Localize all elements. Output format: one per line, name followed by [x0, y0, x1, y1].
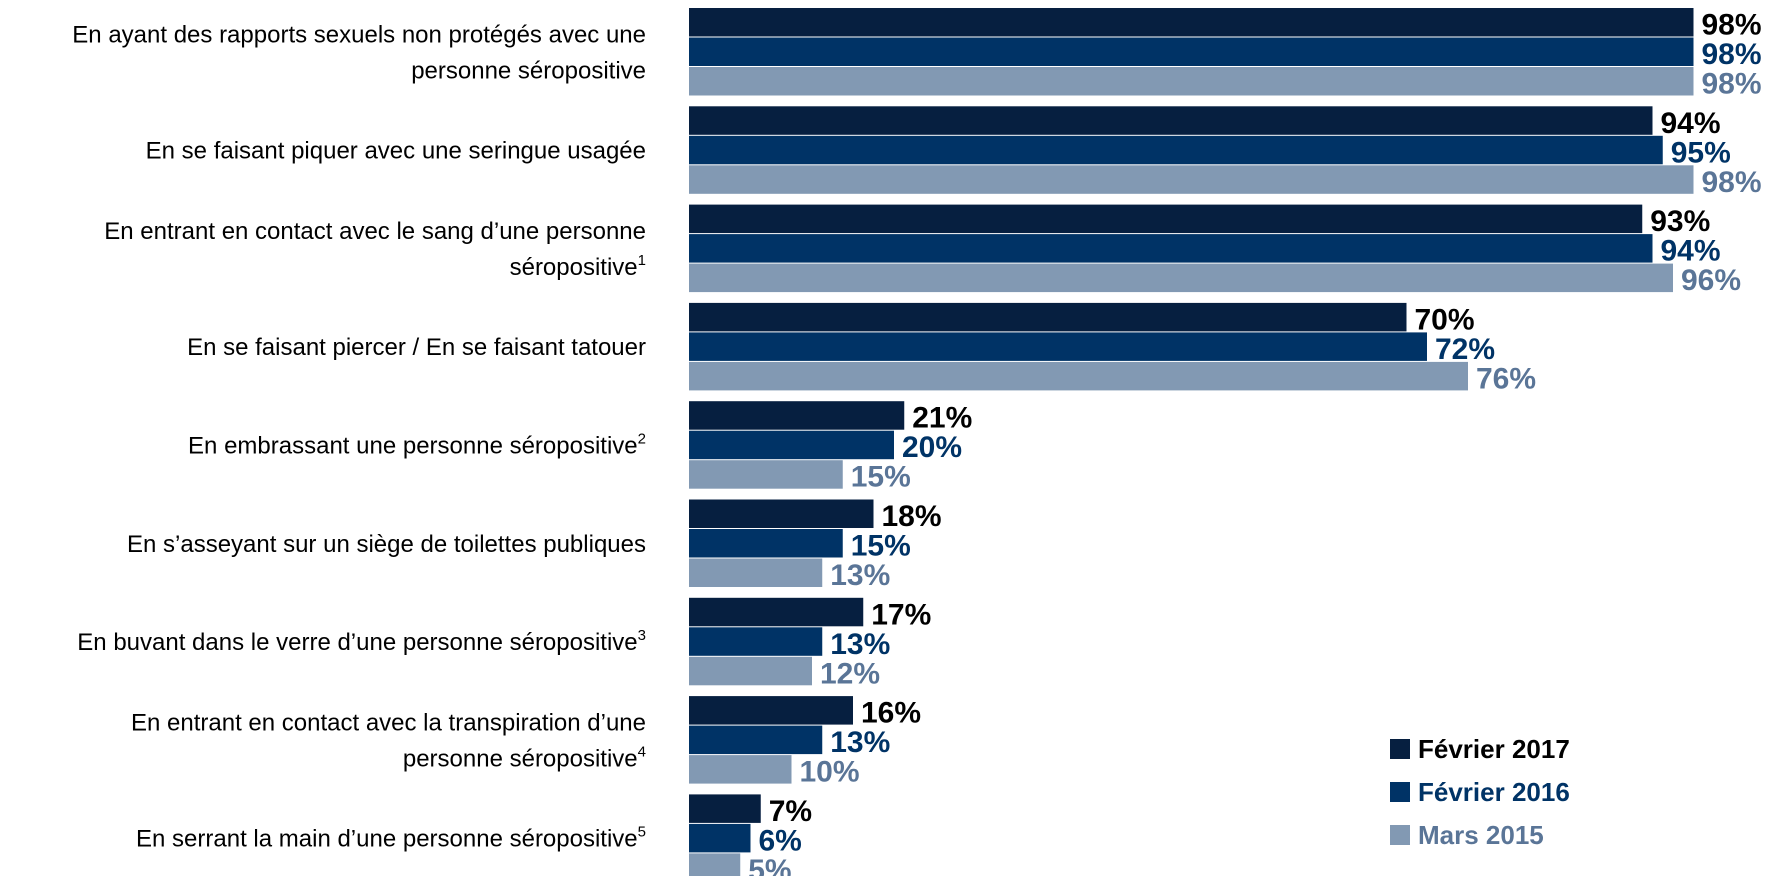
value-label: 5% — [748, 854, 791, 876]
category-labels: En ayant des rapports sexuels non protég… — [72, 21, 646, 852]
value-label: 15% — [851, 461, 911, 494]
category-label: personne séropositive4 — [403, 743, 646, 772]
bar — [689, 401, 905, 430]
category-label: En serrant la main d’une personne séropo… — [136, 824, 646, 853]
value-label: 95% — [1671, 136, 1731, 169]
bar — [689, 8, 1694, 37]
category-label: séropositive1 — [510, 252, 646, 281]
value-label: 98% — [1702, 166, 1762, 199]
legend-entry: Février 2017 — [1418, 734, 1570, 764]
legend-entry: Mars 2015 — [1418, 820, 1544, 850]
bar — [689, 430, 894, 460]
category-label: En se faisant piercer / En se faisant ta… — [187, 334, 646, 361]
footnote-marker: 5 — [638, 824, 646, 841]
category-label: En se faisant piquer avec une seringue u… — [146, 138, 646, 165]
legend-entry: Février 2016 — [1418, 777, 1570, 807]
value-label: 21% — [912, 402, 972, 435]
bar — [689, 597, 864, 627]
category-label: En s’asseyant sur un siège de toilettes … — [127, 531, 646, 558]
value-label: 18% — [882, 500, 942, 533]
value-label: 15% — [851, 530, 911, 563]
bar — [689, 332, 1427, 361]
value-label: 94% — [1661, 107, 1721, 140]
bar — [689, 302, 1407, 332]
bar — [689, 106, 1653, 135]
bar — [689, 234, 1653, 263]
bar — [689, 755, 792, 784]
value-label: 96% — [1681, 264, 1741, 297]
bar — [689, 67, 1694, 96]
bar — [689, 725, 823, 755]
category-label: En buvant dans le verre d’une personne s… — [77, 627, 646, 656]
bar — [689, 627, 823, 656]
bar — [689, 361, 1468, 391]
value-label: 6% — [759, 824, 802, 857]
footnote-marker: 4 — [638, 743, 646, 760]
value-labels: 98%98%98%94%95%98%93%94%96%70%72%76%21%2… — [748, 9, 1761, 876]
bar — [689, 460, 843, 489]
footnote-marker: 2 — [638, 430, 646, 447]
value-label: 17% — [871, 598, 931, 631]
legend-swatch — [1390, 739, 1410, 759]
bar — [689, 794, 761, 823]
value-label: 12% — [820, 657, 880, 690]
value-label: 98% — [1702, 9, 1762, 42]
value-label: 76% — [1476, 362, 1536, 395]
value-label: 13% — [830, 559, 890, 592]
bar — [689, 263, 1673, 293]
category-label: En ayant des rapports sexuels non protég… — [72, 21, 646, 48]
bar — [689, 165, 1694, 194]
legend: Février 2017 Février 2016 Mars 2015 — [1390, 734, 1570, 850]
footnote-marker: 1 — [638, 252, 646, 269]
legend-swatch — [1390, 782, 1410, 802]
value-label: 98% — [1702, 38, 1762, 71]
value-label: 13% — [830, 628, 890, 661]
value-label: 94% — [1661, 235, 1721, 268]
value-label: 13% — [830, 726, 890, 759]
category-label: En embrassant une personne séropositive2 — [188, 430, 646, 459]
bar — [689, 529, 843, 558]
legend-swatch — [1390, 825, 1410, 845]
bar — [689, 853, 741, 876]
value-label: 10% — [800, 756, 860, 789]
value-label: 16% — [861, 697, 921, 730]
value-label: 72% — [1435, 333, 1495, 366]
bar — [689, 823, 751, 853]
category-label: personne séropositive — [411, 57, 646, 84]
bar — [689, 696, 853, 725]
bar — [689, 499, 874, 528]
value-label: 93% — [1650, 205, 1710, 238]
footnote-marker: 3 — [638, 627, 646, 644]
value-label: 20% — [902, 431, 962, 464]
bars — [689, 8, 1694, 876]
value-label: 7% — [769, 795, 812, 828]
value-label: 98% — [1702, 68, 1762, 101]
bar — [689, 37, 1694, 66]
category-label: En entrant en contact avec le sang d’une… — [104, 218, 646, 245]
bar — [689, 204, 1643, 234]
bar — [689, 656, 812, 686]
bar — [689, 135, 1663, 165]
category-label: En entrant en contact avec la transpirat… — [131, 709, 646, 736]
bar — [689, 558, 823, 587]
value-label: 70% — [1415, 303, 1475, 336]
